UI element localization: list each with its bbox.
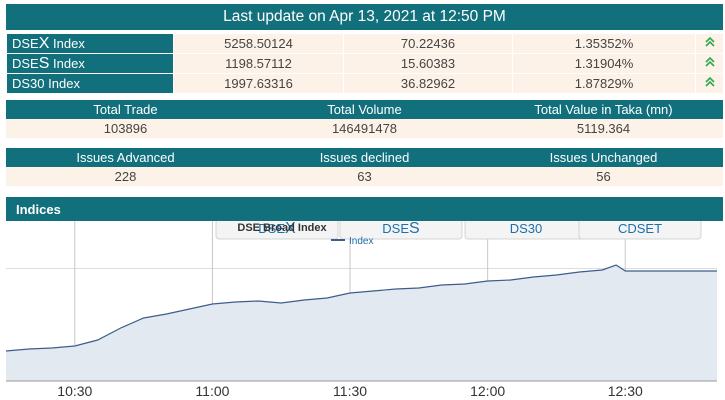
index-name-letter: X <box>38 34 50 52</box>
last-update-title: Last update on Apr 13, 2021 at 12:50 PM <box>6 4 723 30</box>
issues-stats-table: Issues Advanced Issues declined Issues U… <box>6 148 723 186</box>
issues-unchanged-value: 56 <box>484 167 723 186</box>
tab-label-main: CDSET <box>618 221 662 236</box>
tab-dses[interactable]: DSES <box>339 221 463 240</box>
issues-advanced-value: 228 <box>6 167 245 186</box>
total-value-header: Total Value in Taka (mn) <box>484 100 723 119</box>
index-area <box>6 265 717 381</box>
index-name-suffix: Index <box>49 55 85 71</box>
chart-title: DSE Broad Index <box>237 222 327 234</box>
tab-ds30[interactable]: DS30 <box>464 221 588 240</box>
x-tick-label: 12:00 <box>470 383 505 399</box>
chevron-up-icon <box>704 76 715 87</box>
chevron-up-icon <box>704 36 715 47</box>
issues-declined-value: 63 <box>245 167 484 186</box>
index-name-prefix: DSE <box>12 55 39 71</box>
tab-cdset[interactable]: CDSET <box>578 221 702 240</box>
total-trade-header: Total Trade <box>6 100 245 119</box>
trade-stats-table: Total Trade Total Volume Total Value in … <box>6 100 723 138</box>
index-row: DS30 Index 1997.63316 36.82962 1.87829% <box>6 73 724 94</box>
index-name-letter: S <box>38 54 50 72</box>
total-trade-value: 103896 <box>6 119 245 138</box>
x-axis: 10:30 11:00 11:30 12:00 12:30 <box>6 380 717 399</box>
chevron-up-icon <box>704 56 715 67</box>
tab-label-main: DS30 <box>510 221 543 236</box>
issues-advanced-header: Issues Advanced <box>6 148 245 167</box>
tab-label-letter: S <box>409 221 420 237</box>
index-value: 5258.50124 <box>173 33 344 54</box>
index-name-suffix: Index <box>44 75 80 91</box>
indices-section-header: Indices <box>6 197 723 221</box>
index-value: 1997.63316 <box>173 73 344 94</box>
index-name-suffix: Index <box>49 35 85 51</box>
index-name-prefix: DS30 <box>12 75 45 91</box>
index-name-prefix: DSE <box>12 35 39 51</box>
tab-label-main: DSE <box>258 221 285 236</box>
chart-tabs: DSEX DSES DS30 CDSET <box>215 221 702 240</box>
x-tick-label: 11:00 <box>195 383 229 399</box>
legend-label: Index <box>349 236 373 247</box>
total-volume-value: 146491478 <box>245 119 484 138</box>
index-row: DSES Index 1198.57112 15.60383 1.31904% <box>6 53 724 74</box>
index-name: DSES Index <box>6 53 174 74</box>
tab-dsex[interactable]: DSEX <box>215 221 339 240</box>
index-percent: 1.87829% <box>512 73 696 94</box>
total-value-value: 5119.364 <box>484 119 723 138</box>
tab-background <box>215 221 339 240</box>
x-tick-label: 10:30 <box>57 383 92 399</box>
x-tick-label: 12:30 <box>608 383 643 399</box>
index-value: 1198.57112 <box>173 53 344 74</box>
tab-label-main: DSE <box>382 221 409 236</box>
tab-label: DSEX <box>258 221 296 237</box>
index-name: DS30 Index <box>6 73 174 94</box>
index-change: 70.22436 <box>343 33 513 54</box>
issues-unchanged-header: Issues Unchanged <box>484 148 723 167</box>
tab-background <box>578 221 702 240</box>
index-summary-table: DSEX Index 5258.50124 70.22436 1.35352% DSES… <box>6 33 724 94</box>
tab-label-letter: X <box>285 221 296 237</box>
index-chart: 10:30 11:00 11:30 12:00 12:30 DSEX DSES DS30 CD… <box>6 221 723 400</box>
index-change: 15.60383 <box>343 53 513 74</box>
x-tick-label: 11:30 <box>333 383 367 399</box>
total-volume-header: Total Volume <box>245 100 484 119</box>
up-arrow-icon <box>695 33 724 54</box>
index-line <box>6 264 717 352</box>
index-row: DSEX Index 5258.50124 70.22436 1.35352% <box>6 33 724 54</box>
issues-declined-header: Issues declined <box>245 148 484 167</box>
index-name: DSEX Index <box>6 33 174 54</box>
up-arrow-icon <box>695 73 724 94</box>
tab-label: DSES <box>382 221 419 237</box>
tab-label: CDSET <box>618 221 662 236</box>
tab-background <box>339 221 463 240</box>
up-arrow-icon <box>695 53 724 74</box>
index-percent: 1.31904% <box>512 53 696 74</box>
tab-label: DS30 <box>510 221 543 236</box>
index-change: 36.82962 <box>343 73 513 94</box>
index-percent: 1.35352% <box>512 33 696 54</box>
